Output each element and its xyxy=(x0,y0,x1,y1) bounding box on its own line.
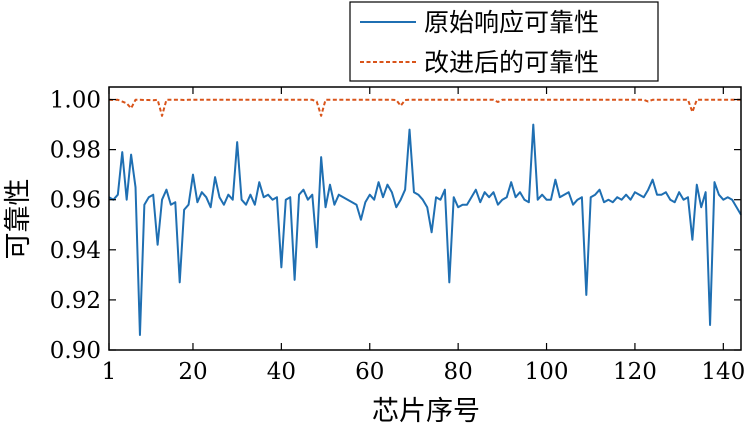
legend: 原始响应可靠性 改进后的可靠性 xyxy=(349,1,659,82)
legend-box xyxy=(349,1,659,82)
series-line-original xyxy=(108,123,742,336)
x-tick-label: 1 xyxy=(102,359,117,385)
y-tick-label: 0.90 xyxy=(50,338,101,364)
legend-label-original: 原始响应可靠性 xyxy=(424,8,599,37)
x-tick-label: 100 xyxy=(525,359,569,385)
y-tick-label: 0.96 xyxy=(50,188,101,214)
x-tick-label: 120 xyxy=(613,359,657,385)
y-tick-label: 1.00 xyxy=(50,88,101,114)
x-tick-label: 20 xyxy=(178,359,207,385)
plot-frame xyxy=(108,86,742,351)
x-tick-label: 60 xyxy=(355,359,384,385)
axes-layer: 1 20 40 60 80 100 120 1400.900.920.940.960.981.… xyxy=(50,87,745,385)
x-tick-label: 80 xyxy=(444,359,473,385)
series-layer xyxy=(108,98,742,336)
series-line-improved xyxy=(108,98,741,117)
legend-label-improved: 改进后的可靠性 xyxy=(424,48,599,77)
y-axis-title: 可靠性 xyxy=(3,179,34,260)
x-axis-title: 芯片序号 xyxy=(372,396,480,427)
y-tick-label: 0.98 xyxy=(50,138,101,164)
y-tick-label: 0.92 xyxy=(50,288,101,314)
x-tick-label: 140 xyxy=(701,359,745,385)
x-tick-label: 40 xyxy=(267,359,296,385)
y-tick-label: 0.94 xyxy=(50,238,101,264)
